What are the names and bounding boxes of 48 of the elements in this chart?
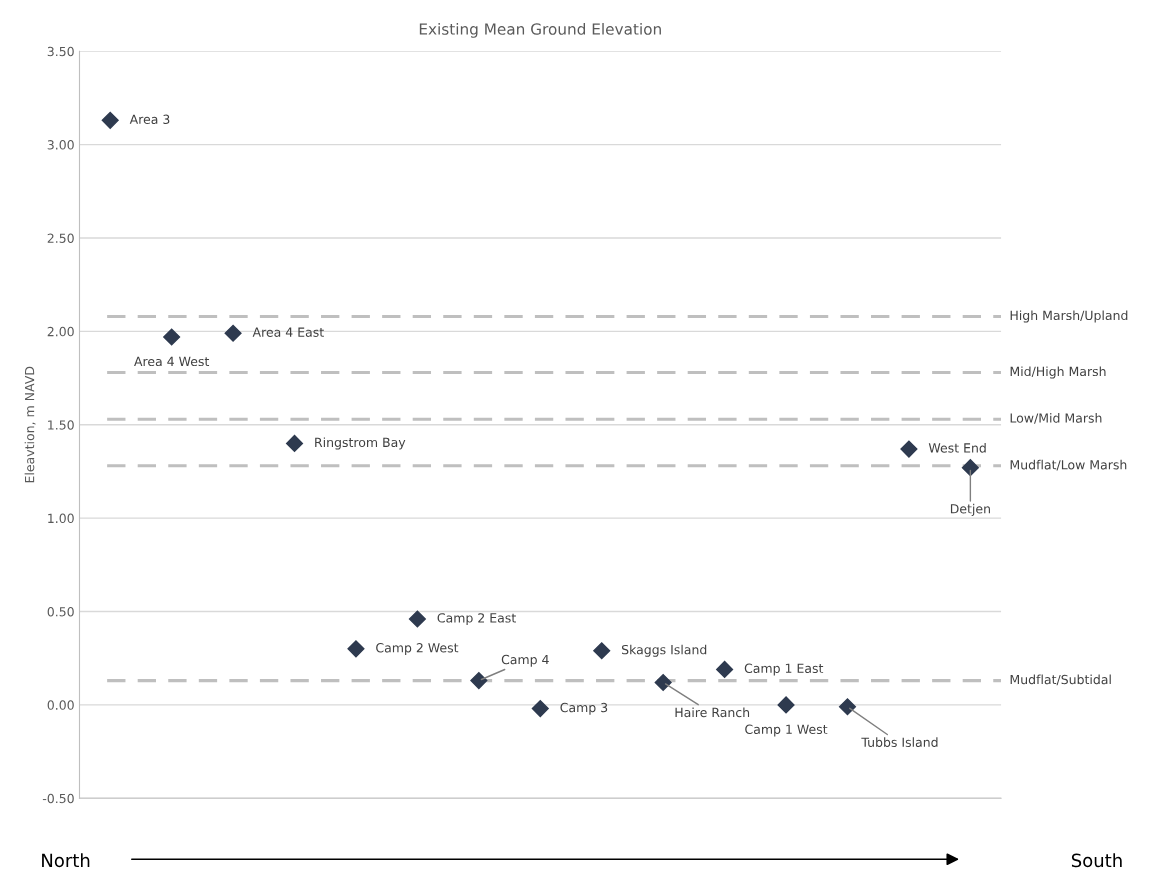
point — [900, 440, 918, 458]
data-label: Camp 1 East — [744, 663, 824, 676]
point — [961, 459, 979, 477]
data-label: Camp 2 East — [437, 613, 516, 626]
y-axis-title: Eleavtion, m NAVD — [24, 366, 36, 483]
y-tick-label: 0.50 — [47, 606, 74, 617]
y-tick-label: 0.00 — [47, 700, 74, 710]
point — [101, 111, 119, 129]
ref-line-label: Mid/High Marsh — [1010, 366, 1106, 379]
y-tick-label: 1.50 — [48, 420, 74, 430]
data-label: Camp 2 West — [376, 643, 459, 655]
data-label: Skaggs Island — [622, 644, 707, 657]
point — [163, 328, 181, 346]
point — [716, 660, 734, 678]
data-label: Detjen — [950, 503, 990, 516]
data-label: West End — [928, 442, 986, 453]
data-label: Camp 4 — [501, 654, 549, 667]
ref-line-label: Mudflat/Subtidal — [1010, 674, 1111, 686]
point — [347, 640, 365, 658]
point — [470, 672, 488, 690]
point — [654, 673, 672, 692]
data-label: Area 3 — [129, 114, 170, 124]
point — [593, 642, 611, 660]
text: North — [42, 853, 90, 868]
y-tick-label: 2.00 — [47, 326, 74, 337]
ref-line-label: Mudflat/Low Marsh — [1010, 459, 1127, 471]
point — [285, 434, 304, 452]
ref-line-label: Low/Mid Marsh — [1010, 413, 1102, 424]
data-label: Camp 3 — [560, 702, 608, 715]
point — [408, 610, 426, 628]
data-label: Area 4 West — [134, 356, 210, 367]
point — [838, 698, 857, 716]
y-tick-label: 2.50 — [47, 233, 74, 243]
data-label: Ringstrom Bay — [315, 437, 406, 450]
y-tick-label: 3.50 — [47, 46, 74, 57]
point — [531, 700, 549, 718]
data-label: Camp 1 West — [745, 724, 828, 737]
ref-line-label: High Marsh/Upland — [1010, 310, 1128, 323]
data-label: Area 4 East — [252, 327, 324, 337]
point — [777, 696, 795, 714]
y-tick-label: -0.50 — [42, 793, 74, 804]
chart-title: Existing Mean Ground Elevation — [419, 23, 661, 38]
y-tick-label: 3.00 — [47, 140, 74, 150]
text: South — [1071, 853, 1122, 868]
data-label: Tubbs Island — [861, 737, 938, 747]
data-label: Haire Ranch — [675, 707, 750, 718]
y-tick-label: 1.00 — [48, 513, 74, 524]
point — [224, 324, 242, 342]
